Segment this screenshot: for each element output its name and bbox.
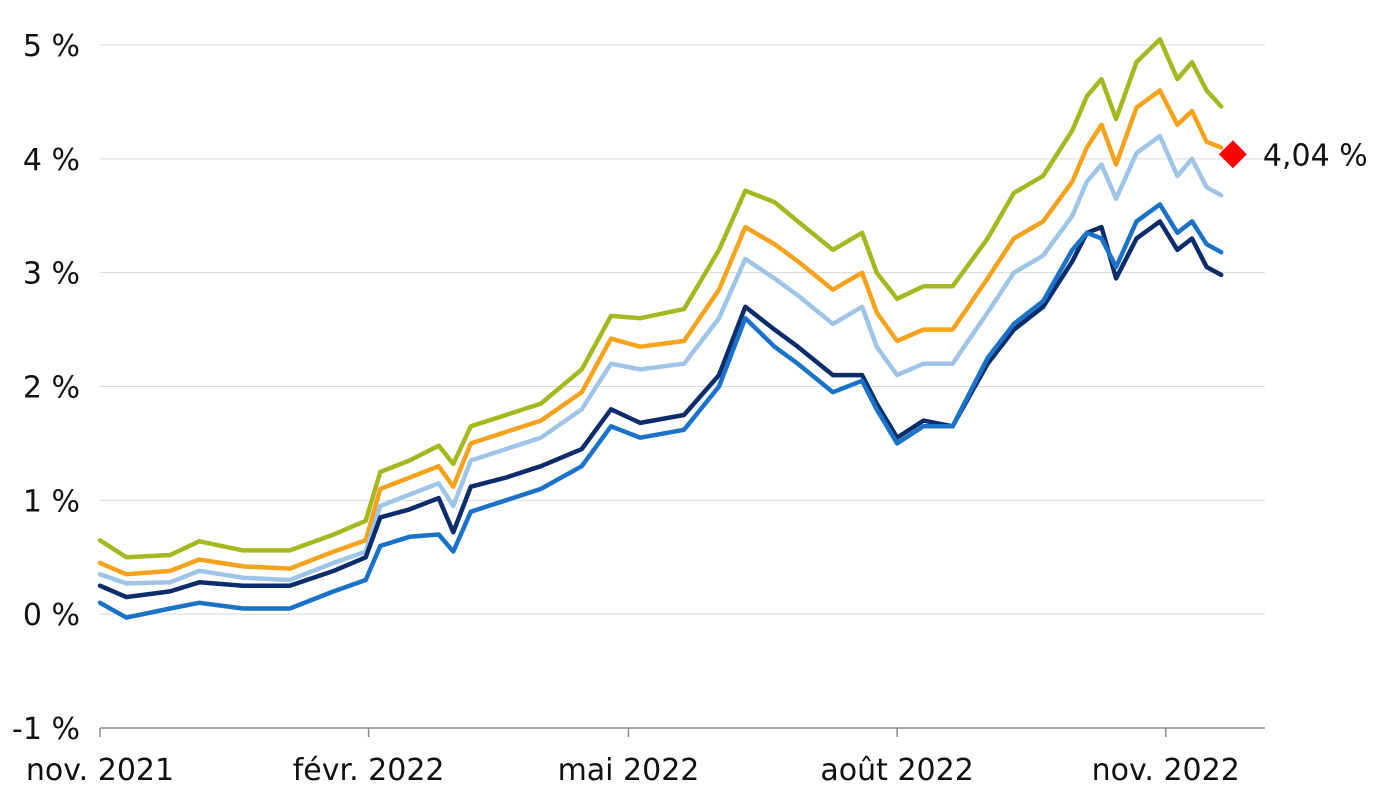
series-line-1 (97, 37, 1224, 560)
y-tick-label: 3 % (23, 257, 80, 292)
annotation: 4,04 % (1218, 138, 1368, 173)
x-tick-label: nov. 2022 (1092, 753, 1240, 788)
y-tick-label: -1 % (12, 712, 80, 747)
gridlines (100, 44, 1265, 615)
y-tick-label: 0 % (23, 598, 80, 633)
annotation-diamond-marker (1218, 140, 1247, 169)
series-line-3 (97, 133, 1224, 586)
x-tick-label: août 2022 (820, 753, 973, 788)
x-tick-label: févr. 2022 (293, 753, 445, 788)
axes (99, 727, 1265, 737)
x-tick-label: mai 2022 (558, 753, 700, 788)
y-tick-label: 1 % (23, 484, 80, 519)
series-lines (97, 37, 1224, 620)
annotation-label: 4,04 % (1263, 138, 1368, 173)
x-tick-labels: nov. 2021 févr. 2022 mai 2022 août 2022 nov.… (26, 753, 1240, 788)
y-tick-label: 5 % (23, 29, 80, 64)
y-tick-label: 2 % (23, 371, 80, 406)
y-tick-label: 4 % (23, 143, 80, 178)
series-line-5 (97, 202, 1224, 620)
series-line-4 (97, 219, 1224, 600)
x-tick-label: nov. 2021 (26, 753, 174, 788)
series-line-2 (97, 88, 1224, 577)
y-tick-labels: -1 % 0 % 1 % 2 % 3 % 4 % 5 % (12, 29, 80, 747)
